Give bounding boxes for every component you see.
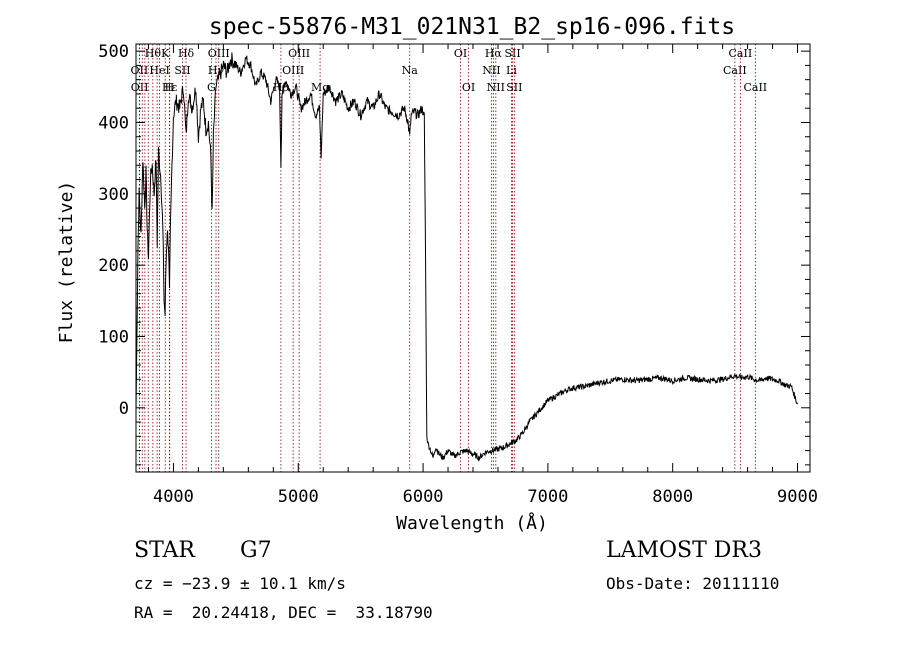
y-axis-label: Flux (relative) — [56, 181, 77, 344]
line-label-22: OI — [462, 81, 475, 94]
spectrum-series — [135, 52, 798, 462]
y-tick-label-300: 300 — [98, 185, 129, 205]
x-tick-label-4000: 4000 — [153, 487, 194, 507]
line-label-23: NII — [482, 64, 500, 77]
x-tick-label-5000: 5000 — [278, 487, 319, 507]
plot-frame — [135, 43, 811, 473]
line-label-8: K — [161, 47, 170, 60]
subclass-label: G7 — [240, 538, 272, 563]
y-tick-label-100: 100 — [98, 327, 129, 347]
line-label-21: OI — [454, 47, 467, 60]
line-label-30: CaII — [729, 47, 753, 60]
axis-ticks: 4000 5000 6000 7000 8000 9000 0 100 200 300 400 500 — [98, 42, 818, 507]
line-label-20: Na — [402, 64, 419, 77]
y-tick-label-500: 500 — [98, 42, 129, 62]
x-tick-label-8000: 8000 — [652, 487, 693, 507]
emission-line-markers: OIIOIIHθHeIKHεHSIIHδGHγOIIIHβOIIIOIIIMgN… — [131, 44, 767, 472]
x-tick-label-9000: 9000 — [777, 487, 818, 507]
x-tick-label-6000: 6000 — [403, 487, 444, 507]
line-label-7: HeI — [149, 64, 169, 77]
obs-date-text: Obs-Date: 20111110 — [606, 574, 780, 593]
chart-title: spec-55876-M31_021N31_B2_sp16-096.fits — [209, 14, 735, 40]
line-label-28: SII — [506, 81, 522, 94]
line-label-5: Hθ — [145, 47, 162, 60]
line-label-31: CaII — [743, 81, 767, 94]
line-label-26: Li — [506, 64, 517, 77]
line-label-25: NII — [487, 81, 505, 94]
y-tick-label-0: 0 — [119, 399, 129, 419]
line-label-12: Hδ — [178, 47, 195, 60]
spectrum-line — [135, 52, 798, 462]
line-label-0: OII — [131, 64, 149, 77]
line-label-17: OIII — [282, 64, 304, 77]
y-tick-label-200: 200 — [98, 256, 129, 276]
line-label-24: Hα — [485, 47, 503, 60]
line-label-10: H — [165, 81, 175, 94]
x-axis-label: Wavelength (Å) — [396, 512, 548, 534]
star-class-label: STAR — [134, 538, 195, 563]
coordinates-text: RA = 20.24418, DEC = 33.18790 — [134, 603, 433, 622]
line-label-29: CaII — [723, 64, 747, 77]
line-label-1: OII — [131, 81, 149, 94]
redshift-text: cz = −23.9 ± 10.1 km/s — [134, 574, 346, 593]
survey-label: LAMOST DR3 — [606, 538, 762, 563]
line-label-27: SII — [504, 47, 520, 60]
x-tick-label-7000: 7000 — [527, 487, 568, 507]
line-label-15: OIII — [208, 47, 230, 60]
line-label-13: G — [207, 81, 216, 94]
y-tick-label-400: 400 — [98, 113, 129, 133]
line-label-18: OIII — [288, 47, 310, 60]
line-label-11: SII — [174, 64, 190, 77]
